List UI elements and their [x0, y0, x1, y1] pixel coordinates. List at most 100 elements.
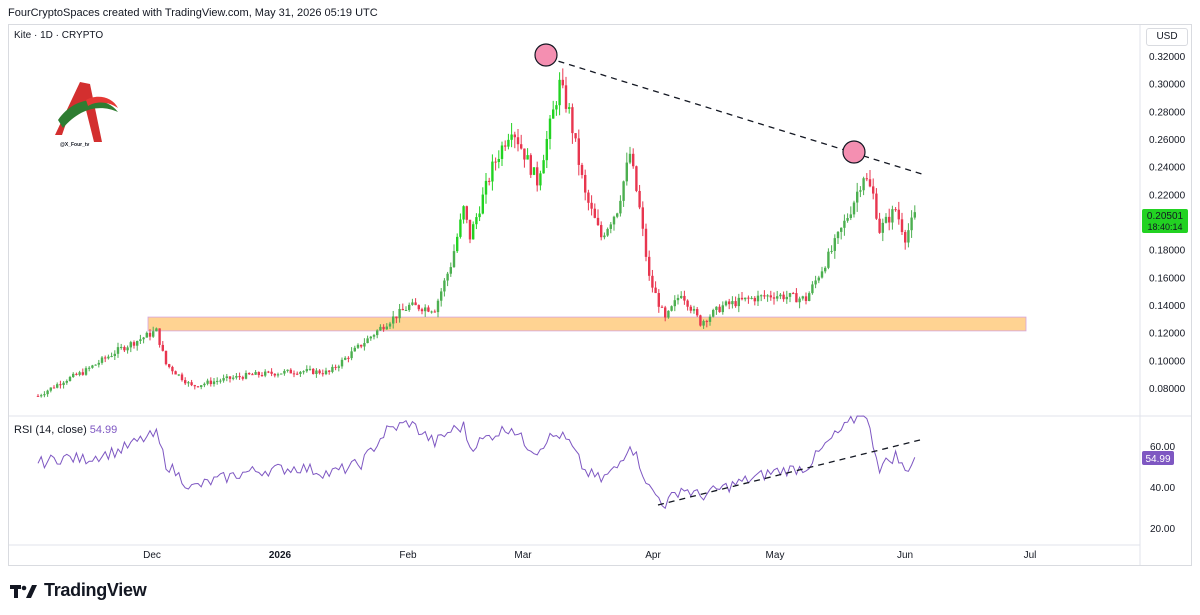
candle — [552, 100, 555, 119]
candle — [257, 371, 260, 378]
price-tick-label: 0.22000 — [1149, 190, 1186, 201]
candle — [824, 266, 827, 274]
candle — [891, 205, 894, 230]
candle — [267, 370, 270, 374]
candle — [590, 195, 593, 216]
candle — [875, 188, 878, 220]
price-tick-label: 0.24000 — [1149, 163, 1186, 174]
candle — [75, 372, 78, 376]
candle — [46, 389, 49, 397]
candle — [43, 391, 46, 398]
candle — [667, 310, 670, 319]
candle — [209, 377, 212, 387]
candle — [760, 294, 763, 302]
candle — [363, 338, 366, 351]
candle — [94, 364, 97, 366]
candle — [728, 298, 731, 310]
candle — [676, 294, 680, 305]
candle — [692, 305, 696, 314]
candle — [516, 129, 520, 152]
candle — [596, 209, 600, 227]
countdown-label: 18:40:14 — [1147, 222, 1182, 232]
candle — [872, 178, 875, 200]
candle — [366, 335, 369, 344]
candle — [609, 221, 612, 234]
candle — [644, 223, 648, 262]
candle — [376, 329, 379, 339]
candle — [62, 381, 65, 389]
candle — [641, 201, 644, 237]
candle — [475, 213, 478, 230]
candle — [120, 343, 123, 350]
currency-selector[interactable]: USD — [1146, 28, 1188, 46]
candle — [673, 295, 676, 312]
candle — [123, 345, 126, 353]
candle — [456, 233, 459, 253]
candle — [353, 345, 356, 352]
candle — [683, 290, 686, 305]
candle — [411, 298, 414, 306]
candle — [206, 378, 209, 386]
rsi-tick-label: 20.00 — [1150, 524, 1175, 535]
candle — [724, 300, 728, 307]
price-tick-label: 0.26000 — [1149, 135, 1186, 146]
candle — [686, 299, 689, 311]
price-tick-label: 0.14000 — [1149, 301, 1186, 312]
candle — [632, 148, 635, 169]
candle — [788, 292, 792, 303]
candle — [801, 295, 804, 301]
candle — [795, 288, 798, 303]
footer-brand[interactable]: TradingView — [10, 580, 147, 601]
candle — [168, 363, 171, 369]
candle — [488, 177, 491, 186]
time-tick-label: May — [766, 550, 785, 561]
symbol-info[interactable]: Kite · 1D · CRYPTO — [14, 30, 104, 41]
candle — [462, 205, 465, 224]
candle — [811, 281, 814, 295]
candle — [472, 221, 475, 240]
candle — [792, 291, 795, 295]
candle — [302, 370, 305, 375]
candle — [283, 369, 286, 376]
candle — [852, 200, 856, 218]
candle — [158, 328, 161, 348]
candle — [750, 296, 753, 300]
candle — [520, 134, 523, 150]
candle — [244, 370, 248, 380]
candle — [424, 304, 427, 317]
rsi-tick-label: 40.00 — [1150, 483, 1175, 494]
candle — [820, 266, 824, 279]
peak-marker-march — [534, 43, 558, 67]
candle — [862, 176, 865, 196]
candle — [248, 372, 251, 375]
candle — [379, 324, 382, 331]
candle — [203, 382, 206, 388]
candle — [782, 291, 785, 302]
candle — [452, 244, 456, 268]
candle — [715, 306, 718, 315]
candle — [526, 148, 529, 160]
candle — [36, 394, 40, 397]
candle — [744, 297, 747, 302]
candle — [756, 290, 760, 306]
candle — [155, 327, 158, 332]
candle — [318, 369, 321, 375]
candle — [513, 131, 516, 149]
candle — [587, 189, 590, 211]
rsi-legend-value: 54.99 — [89, 424, 118, 436]
candle — [696, 307, 699, 318]
candle — [312, 368, 315, 375]
candle — [408, 302, 411, 312]
candle — [776, 290, 779, 302]
candle — [465, 205, 468, 224]
candle — [619, 195, 622, 217]
candle — [500, 141, 504, 166]
candle — [193, 384, 196, 390]
candle — [497, 150, 500, 169]
watermark-logo: @X_Four_tv — [55, 82, 118, 148]
candle — [385, 323, 388, 330]
candle — [68, 375, 72, 382]
candle — [145, 331, 148, 338]
rsi-legend[interactable]: RSI (14, close) 54.99 — [14, 424, 117, 436]
